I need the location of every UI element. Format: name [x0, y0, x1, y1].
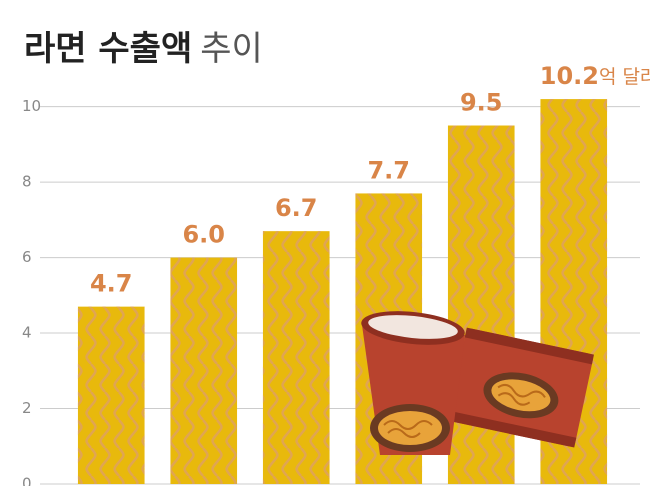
noodle-illustration	[361, 311, 594, 455]
title-main: 라면 수출액	[24, 29, 192, 69]
value-label: 6.7	[275, 194, 318, 222]
value-label-number: 7.7	[367, 156, 410, 184]
y-tick-label: 4	[22, 324, 32, 342]
y-tick-label: 6	[22, 248, 32, 266]
y-tick-label: 0	[22, 475, 32, 486]
value-label: 10.2억 달러	[540, 62, 650, 90]
title-light: 추이	[200, 29, 263, 69]
bar-texture	[77, 306, 145, 484]
value-label: 4.7	[90, 270, 133, 298]
bar-group	[77, 306, 145, 484]
y-tick-label: 8	[22, 173, 32, 191]
value-label: 6.0	[182, 221, 225, 249]
value-unit: 억 달러	[599, 66, 650, 88]
value-label-number: 9.5	[460, 89, 503, 117]
value-label: 7.7	[367, 156, 410, 184]
y-tick-label: 10	[22, 97, 41, 115]
chart-title: 라면 수출액 추이	[24, 29, 263, 69]
value-label: 9.5	[460, 89, 503, 117]
value-label-number: 6.0	[182, 221, 225, 249]
bar-texture	[170, 257, 238, 484]
bar-group	[262, 231, 330, 484]
bar-group	[170, 257, 238, 484]
value-label-number: 10.2	[540, 62, 599, 90]
bar-texture	[262, 231, 330, 484]
value-label-number: 4.7	[90, 270, 133, 298]
y-tick-label: 2	[22, 399, 32, 417]
value-label-number: 6.7	[275, 194, 318, 222]
